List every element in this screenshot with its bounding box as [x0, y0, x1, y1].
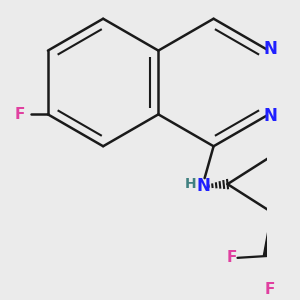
- Polygon shape: [263, 212, 275, 256]
- Text: N: N: [197, 177, 211, 195]
- Text: F: F: [264, 282, 274, 297]
- Text: H: H: [185, 177, 197, 191]
- Text: N: N: [264, 40, 278, 58]
- Text: N: N: [264, 107, 278, 125]
- Text: F: F: [226, 250, 237, 265]
- Text: F: F: [15, 107, 25, 122]
